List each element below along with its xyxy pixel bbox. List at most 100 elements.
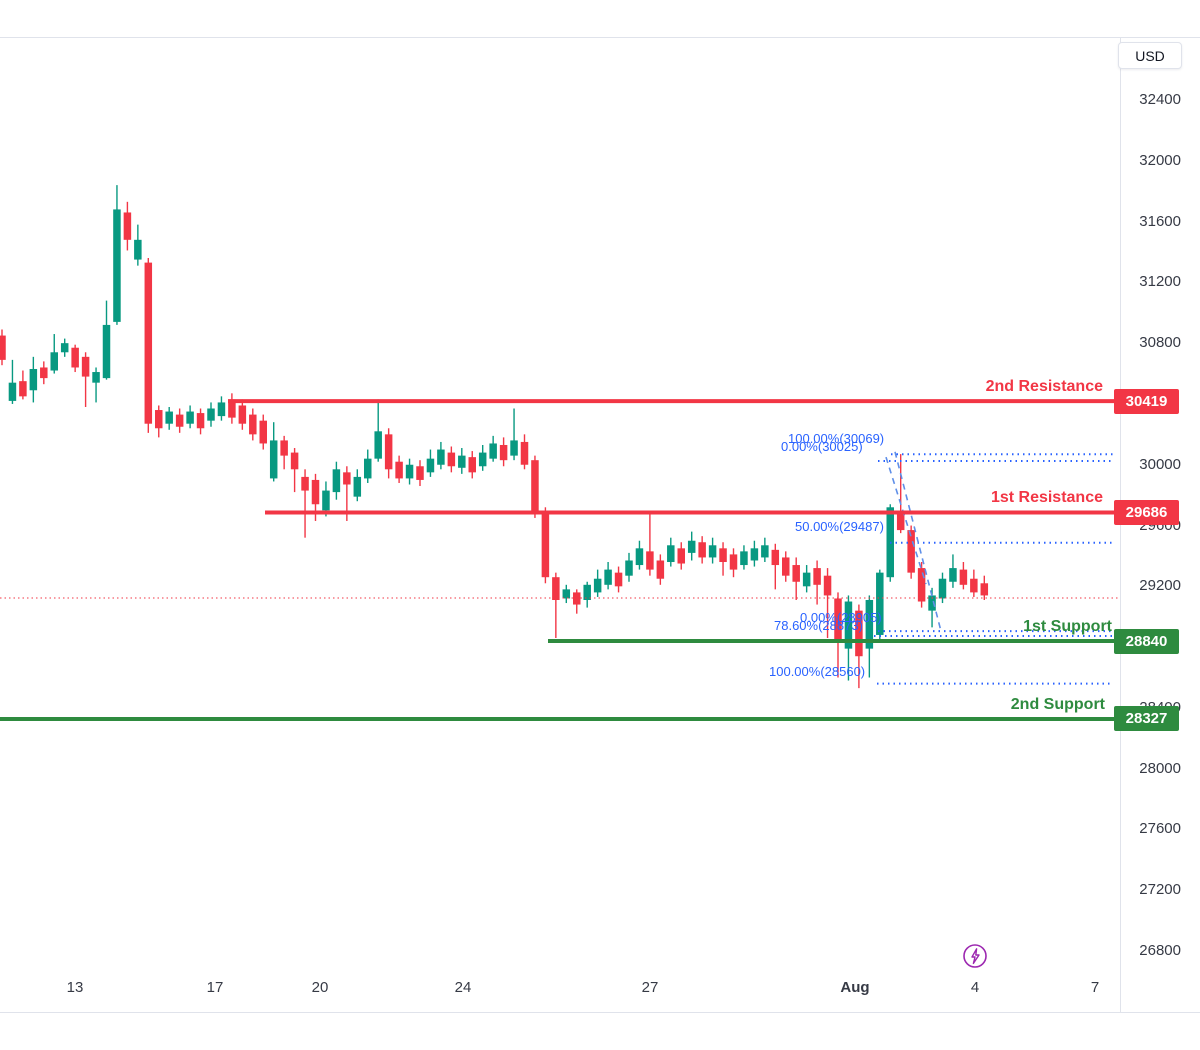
lightning-circle: [963, 944, 987, 968]
resistance-2-price-badge[interactable]: 30419: [1114, 388, 1179, 414]
support-2-label[interactable]: 2nd Support: [1010, 695, 1105, 713]
fib-label[interactable]: 100.00%(28560): [769, 664, 866, 679]
price-axis-label: 26800: [1139, 942, 1181, 960]
price-axis-label: 27200: [1139, 881, 1181, 899]
candle-body: [520, 441, 529, 465]
candle-body: [614, 572, 623, 587]
fib-label[interactable]: 0.00%(30025): [781, 439, 863, 454]
candle-body: [583, 584, 591, 600]
price-axis-label: 32400: [1139, 91, 1181, 108]
time-axis-label: 13: [66, 979, 84, 996]
candle-body: [102, 324, 111, 379]
candle-body: [478, 452, 487, 467]
price-axis-label: 30000: [1139, 455, 1181, 473]
candle-body: [311, 479, 320, 505]
resistance-1-price-badge[interactable]: 29686: [1114, 499, 1179, 525]
fib-trendline[interactable]: [885, 456, 927, 585]
candle-body: [238, 405, 247, 424]
price-axis-label: 31200: [1139, 273, 1181, 291]
candle-body: [740, 551, 748, 566]
candle-body: [844, 601, 853, 649]
candle-body: [207, 408, 215, 421]
time-axis-label: 4: [970, 979, 980, 996]
candle-body: [458, 455, 466, 468]
candle-body: [761, 545, 769, 558]
candle-body: [499, 444, 508, 461]
candle-body: [81, 356, 90, 377]
candle-body: [468, 457, 476, 473]
candle-body: [8, 382, 17, 401]
price-axis-label: 32000: [1139, 151, 1181, 169]
candle-body: [374, 431, 382, 459]
fib-trendline[interactable]: [894, 451, 942, 632]
fib-label[interactable]: 78.60%(28873): [774, 618, 863, 633]
candle-body: [290, 452, 299, 470]
candle-body: [165, 411, 173, 424]
candle-body: [855, 610, 863, 657]
candle-body: [426, 458, 435, 473]
candle-body: [876, 572, 884, 635]
price-axis-label: 29200: [1139, 577, 1181, 595]
time-axis-label: 7: [1090, 979, 1100, 996]
candle-body: [249, 414, 257, 435]
candle-body: [531, 460, 539, 514]
candle-body: [489, 443, 497, 459]
support-1-label[interactable]: 1st Support: [1023, 618, 1112, 636]
candle-body: [269, 440, 278, 479]
candle-body: [113, 209, 121, 322]
candle-body: [907, 530, 915, 573]
time-axis-label: 24: [454, 979, 472, 996]
candle-body: [625, 560, 633, 576]
candle-body: [959, 569, 968, 585]
candle-body: [71, 347, 79, 368]
candle-body: [917, 568, 926, 602]
candle-body: [593, 578, 602, 593]
candle-body: [280, 440, 288, 456]
candle-body: [541, 513, 550, 578]
time-axis-label: 20: [311, 979, 329, 996]
candle-body: [217, 402, 226, 417]
candle-body: [928, 595, 936, 611]
candle-body: [228, 399, 236, 418]
candle-body: [437, 449, 445, 465]
candle-body: [708, 545, 717, 558]
candle-body: [980, 583, 989, 596]
candle-body: [134, 239, 142, 260]
lightning-event-icon[interactable]: [962, 943, 988, 969]
candle-body: [322, 490, 330, 511]
price-axis-label: 27600: [1139, 820, 1181, 838]
support-1-price-badge[interactable]: 28840: [1114, 628, 1179, 654]
candle-body: [395, 461, 403, 479]
fib-label[interactable]: 50.00%(29487): [795, 519, 884, 534]
candle-body: [970, 578, 978, 593]
fib-label[interactable]: 100.00%(30069): [788, 431, 885, 446]
candle-body: [687, 540, 696, 553]
lightning-bolt-glyph: [971, 948, 980, 965]
candle-body: [155, 410, 163, 429]
candle-body: [635, 548, 644, 566]
candle-body: [782, 557, 790, 576]
support-2-price-badge[interactable]: 28327: [1114, 706, 1179, 732]
candle-body: [92, 372, 100, 383]
candle-body: [19, 381, 27, 397]
resistance-1-label[interactable]: 1st Resistance: [990, 489, 1103, 507]
currency-unit-button[interactable]: USD: [1118, 42, 1182, 69]
candle-body: [332, 469, 341, 493]
candle-body: [562, 589, 571, 599]
candle-body: [949, 568, 957, 582]
price-axis-label: 30800: [1139, 334, 1181, 352]
candle-body: [938, 578, 947, 599]
candle-body: [123, 212, 132, 240]
candle-body: [813, 568, 821, 585]
candle-body: [729, 554, 738, 570]
candle-body: [823, 575, 832, 596]
candle-body: [792, 565, 800, 582]
candle-body: [834, 598, 842, 640]
candle-body: [656, 560, 665, 579]
candle-body: [552, 577, 560, 600]
resistance-2-label[interactable]: 2nd Resistance: [985, 378, 1103, 396]
candle-body: [301, 476, 309, 491]
fib-label[interactable]: 0.00%(28905): [800, 610, 882, 625]
